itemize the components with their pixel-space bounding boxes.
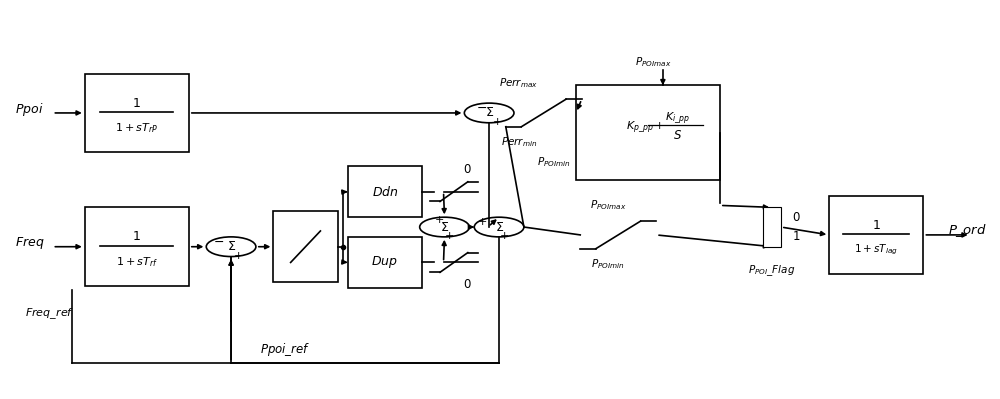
- Text: $1$: $1$: [872, 219, 881, 231]
- Text: $P_{POImin}$: $P_{POImin}$: [591, 257, 625, 271]
- Text: $1+sT_{lag}$: $1+sT_{lag}$: [854, 243, 898, 257]
- Text: $Dup$: $Dup$: [371, 255, 398, 271]
- Text: $-$: $-$: [476, 101, 487, 114]
- Bar: [576, 85, 720, 180]
- Text: $Freq$: $Freq$: [15, 235, 44, 251]
- Text: $1+sT_{rf}$: $1+sT_{rf}$: [116, 255, 158, 269]
- Text: $+$: $+$: [434, 214, 445, 225]
- Text: $\Sigma$: $\Sigma$: [485, 107, 494, 119]
- Text: $P_{POImax}$: $P_{POImax}$: [590, 198, 626, 212]
- Text: $\Sigma$: $\Sigma$: [495, 221, 504, 233]
- Text: $1+sT_{rP}$: $1+sT_{rP}$: [115, 121, 158, 135]
- Text: $+$: $+$: [233, 249, 244, 261]
- Text: $\Sigma$: $\Sigma$: [227, 240, 236, 253]
- Text: $1$: $1$: [792, 230, 800, 243]
- Text: $Freq\_ref$: $Freq\_ref$: [25, 306, 74, 321]
- Bar: [763, 207, 781, 247]
- Text: $0$: $0$: [463, 164, 471, 176]
- Text: $Perr_{max}$: $Perr_{max}$: [499, 77, 538, 90]
- Text: $+$: $+$: [492, 116, 502, 127]
- Text: $+$: $+$: [477, 216, 487, 227]
- Text: $Perr_{min}$: $Perr_{min}$: [501, 136, 537, 149]
- Text: $1$: $1$: [132, 230, 141, 243]
- Text: $K_{p\_pp}+$: $K_{p\_pp}+$: [626, 119, 665, 134]
- Bar: [348, 237, 422, 288]
- Text: $P_{POI}\_Flag$: $P_{POI}\_Flag$: [748, 263, 796, 278]
- Text: $Ppoi$: $Ppoi$: [15, 101, 43, 118]
- Bar: [85, 73, 189, 152]
- Text: $\Sigma$: $\Sigma$: [440, 221, 449, 233]
- Bar: [273, 211, 338, 282]
- Text: $1$: $1$: [132, 97, 141, 110]
- Text: $0$: $0$: [463, 278, 471, 290]
- Bar: [348, 166, 422, 217]
- Text: $0$: $0$: [792, 211, 800, 224]
- Text: $S$: $S$: [673, 129, 682, 142]
- Text: $P\_ord$: $P\_ord$: [948, 223, 987, 239]
- Text: $Ppoi\_ref$: $Ppoi\_ref$: [260, 340, 311, 358]
- Text: $K_{i\_pp}$: $K_{i\_pp}$: [665, 110, 690, 126]
- Bar: [829, 196, 923, 274]
- Text: $-$: $-$: [213, 235, 224, 248]
- Text: $Ddn$: $Ddn$: [372, 185, 398, 199]
- Text: $P_{POImin}$: $P_{POImin}$: [537, 155, 571, 169]
- Text: $+$: $+$: [499, 230, 509, 241]
- Text: $P_{POImax}$: $P_{POImax}$: [635, 55, 671, 69]
- Bar: [85, 207, 189, 286]
- Text: $+$: $+$: [444, 230, 455, 241]
